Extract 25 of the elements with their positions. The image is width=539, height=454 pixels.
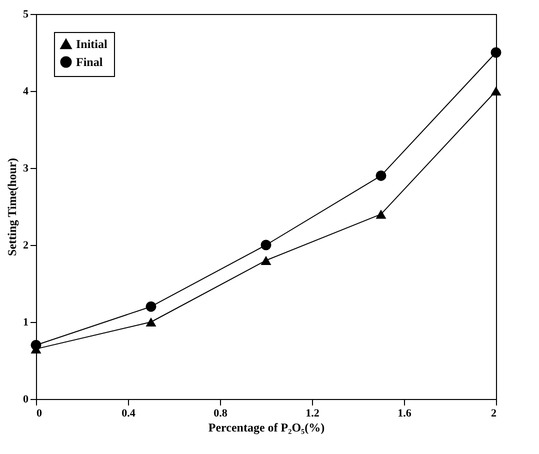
point	[30, 340, 42, 350]
legend-label: Final	[76, 55, 104, 69]
y-tick-label: 2	[23, 240, 29, 252]
y-tick-label: 5	[23, 8, 29, 20]
x-tick-label: 0.8	[214, 408, 228, 420]
legend-label: Initial	[76, 37, 108, 51]
point	[260, 240, 272, 250]
x-tick-label: 1.6	[398, 408, 412, 420]
x-tick-label: 0.4	[122, 408, 136, 420]
y-axis-title: Setting Time(hour)	[5, 158, 19, 256]
point	[490, 86, 502, 96]
x-tick-label: 0	[36, 408, 42, 420]
point	[376, 210, 386, 219]
x-axis-title: Percentage of P₂O₅(%)	[208, 420, 325, 434]
y-tick-label: 3	[23, 162, 29, 174]
y-tick-label: 0	[23, 394, 29, 406]
y-tick-label: 4	[23, 86, 29, 98]
y-tick-label: 1	[23, 316, 28, 328]
x-tick-label: 1.2	[306, 408, 320, 420]
x-tick-label: 2	[491, 408, 497, 420]
point	[260, 256, 272, 265]
point	[146, 317, 156, 327]
point	[490, 47, 502, 58]
point	[146, 301, 156, 312]
point	[376, 170, 386, 181]
